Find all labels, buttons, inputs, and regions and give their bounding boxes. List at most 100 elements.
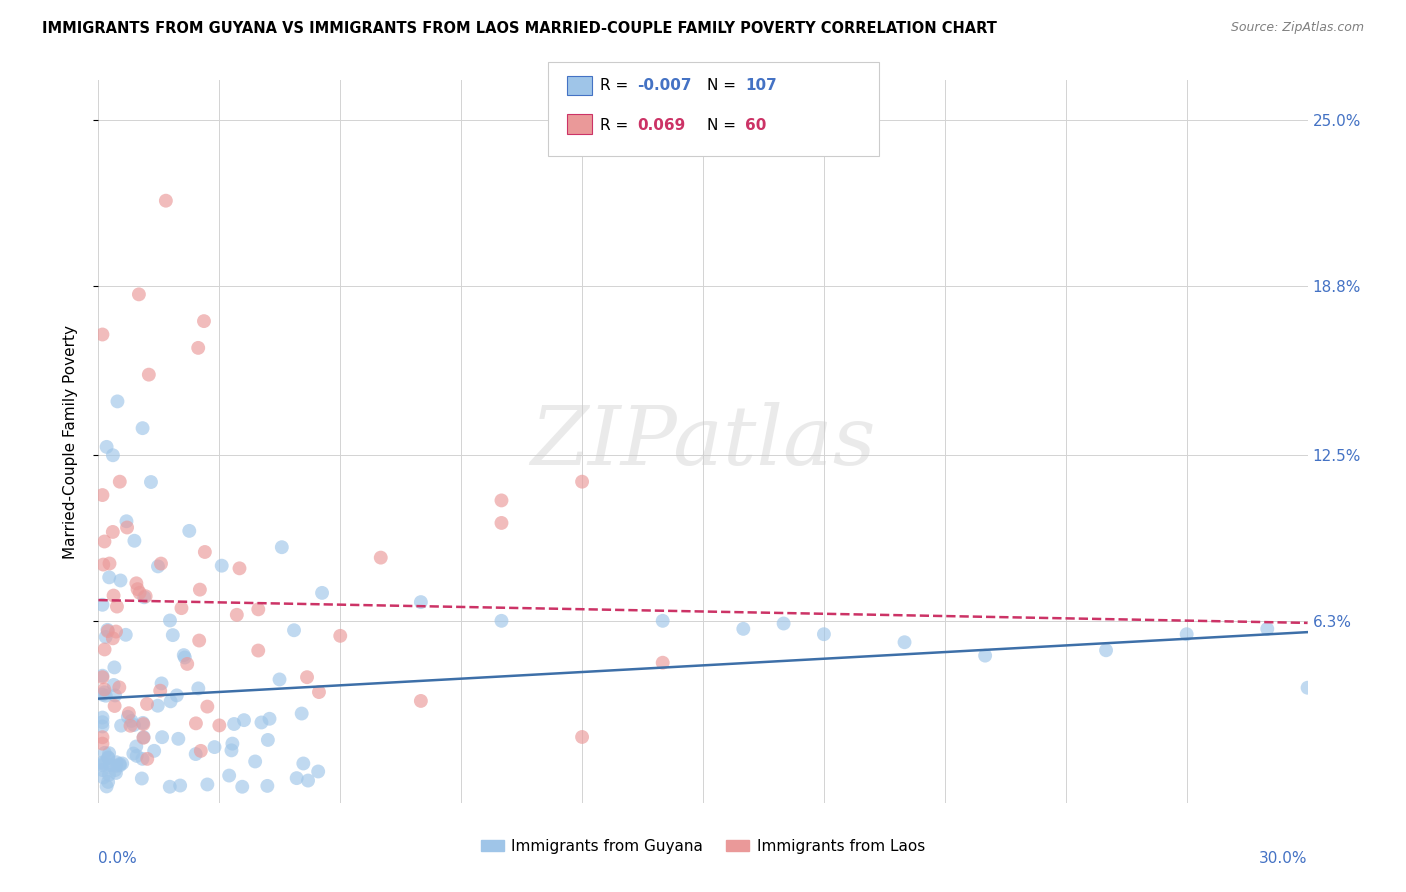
Point bbox=[93, 771, 115, 785]
Point bbox=[93, 642, 115, 657]
Point bbox=[146, 559, 169, 574]
Point bbox=[132, 731, 155, 745]
Point bbox=[204, 740, 226, 755]
Text: N =: N = bbox=[707, 118, 741, 133]
Point bbox=[91, 719, 114, 733]
Point bbox=[218, 768, 240, 782]
Point bbox=[132, 717, 155, 731]
Y-axis label: Married-Couple Family Poverty: Married-Couple Family Poverty bbox=[63, 325, 77, 558]
Point bbox=[409, 694, 432, 708]
Point bbox=[114, 628, 136, 642]
Point bbox=[233, 713, 256, 727]
Text: IMMIGRANTS FROM GUYANA VS IMMIGRANTS FROM LAOS MARRIED-COUPLE FAMILY POVERTY COR: IMMIGRANTS FROM GUYANA VS IMMIGRANTS FRO… bbox=[42, 21, 997, 36]
Point bbox=[491, 493, 513, 508]
Point bbox=[297, 773, 319, 788]
Point bbox=[571, 730, 593, 744]
Point bbox=[98, 570, 121, 584]
Point bbox=[1095, 643, 1118, 657]
Point bbox=[370, 550, 392, 565]
Text: Source: ZipAtlas.com: Source: ZipAtlas.com bbox=[1230, 21, 1364, 34]
Point bbox=[247, 602, 270, 616]
Point bbox=[91, 488, 114, 502]
Point bbox=[122, 747, 145, 761]
Point bbox=[270, 540, 292, 554]
Point bbox=[188, 582, 211, 597]
Point bbox=[91, 598, 114, 612]
Point bbox=[222, 717, 245, 731]
Point bbox=[269, 673, 291, 687]
Legend: Immigrants from Guyana, Immigrants from Laos: Immigrants from Guyana, Immigrants from … bbox=[475, 833, 931, 860]
Point bbox=[231, 780, 253, 794]
Point bbox=[134, 591, 156, 605]
Point bbox=[259, 712, 281, 726]
Point bbox=[125, 748, 148, 763]
Point bbox=[108, 758, 131, 772]
Point bbox=[104, 689, 127, 703]
Point bbox=[104, 698, 127, 713]
Point bbox=[329, 629, 352, 643]
Point bbox=[491, 516, 513, 530]
Point bbox=[131, 772, 153, 786]
Point bbox=[138, 368, 160, 382]
Point bbox=[295, 670, 318, 684]
Point bbox=[122, 718, 145, 732]
Point bbox=[179, 524, 201, 538]
Point bbox=[187, 681, 209, 696]
Point bbox=[247, 643, 270, 657]
Point bbox=[97, 775, 120, 789]
Text: 60: 60 bbox=[745, 118, 766, 133]
Point bbox=[105, 624, 128, 639]
Point bbox=[149, 683, 172, 698]
Point bbox=[115, 520, 138, 534]
Point bbox=[136, 752, 159, 766]
Point bbox=[101, 632, 124, 646]
Point bbox=[173, 648, 195, 662]
Point bbox=[283, 624, 305, 638]
Point bbox=[187, 341, 209, 355]
Text: 0.069: 0.069 bbox=[637, 118, 685, 133]
Point bbox=[103, 660, 125, 674]
Point bbox=[136, 697, 159, 711]
Point bbox=[131, 752, 153, 766]
Point bbox=[307, 764, 329, 779]
Point bbox=[104, 766, 127, 780]
Point bbox=[292, 756, 315, 771]
Point bbox=[91, 670, 114, 684]
Point bbox=[155, 194, 177, 208]
Point bbox=[221, 737, 243, 751]
Point bbox=[98, 746, 121, 760]
Point bbox=[101, 524, 124, 539]
Point bbox=[243, 755, 266, 769]
Point bbox=[651, 614, 673, 628]
Point bbox=[146, 698, 169, 713]
Point bbox=[97, 751, 120, 765]
Point bbox=[103, 678, 125, 692]
Point bbox=[111, 756, 134, 771]
Text: N =: N = bbox=[707, 78, 741, 94]
Point bbox=[98, 768, 121, 782]
Point bbox=[93, 685, 115, 699]
Point bbox=[97, 624, 120, 639]
Point bbox=[104, 763, 127, 777]
Point bbox=[94, 630, 117, 644]
Point bbox=[135, 589, 157, 603]
Point bbox=[150, 557, 173, 571]
Point bbox=[813, 627, 835, 641]
Point bbox=[208, 718, 231, 732]
Point bbox=[91, 715, 114, 730]
Point bbox=[409, 595, 432, 609]
Point bbox=[167, 731, 190, 746]
Point bbox=[108, 681, 131, 695]
Point bbox=[91, 758, 114, 772]
Point bbox=[159, 694, 181, 708]
Text: 30.0%: 30.0% bbox=[1260, 851, 1308, 866]
Text: -0.007: -0.007 bbox=[637, 78, 692, 94]
Point bbox=[225, 607, 247, 622]
Point bbox=[107, 394, 129, 409]
Point bbox=[91, 327, 114, 342]
Point bbox=[184, 716, 207, 731]
Point bbox=[96, 440, 118, 454]
Point bbox=[110, 574, 132, 588]
Point bbox=[93, 534, 115, 549]
Point bbox=[91, 737, 114, 751]
